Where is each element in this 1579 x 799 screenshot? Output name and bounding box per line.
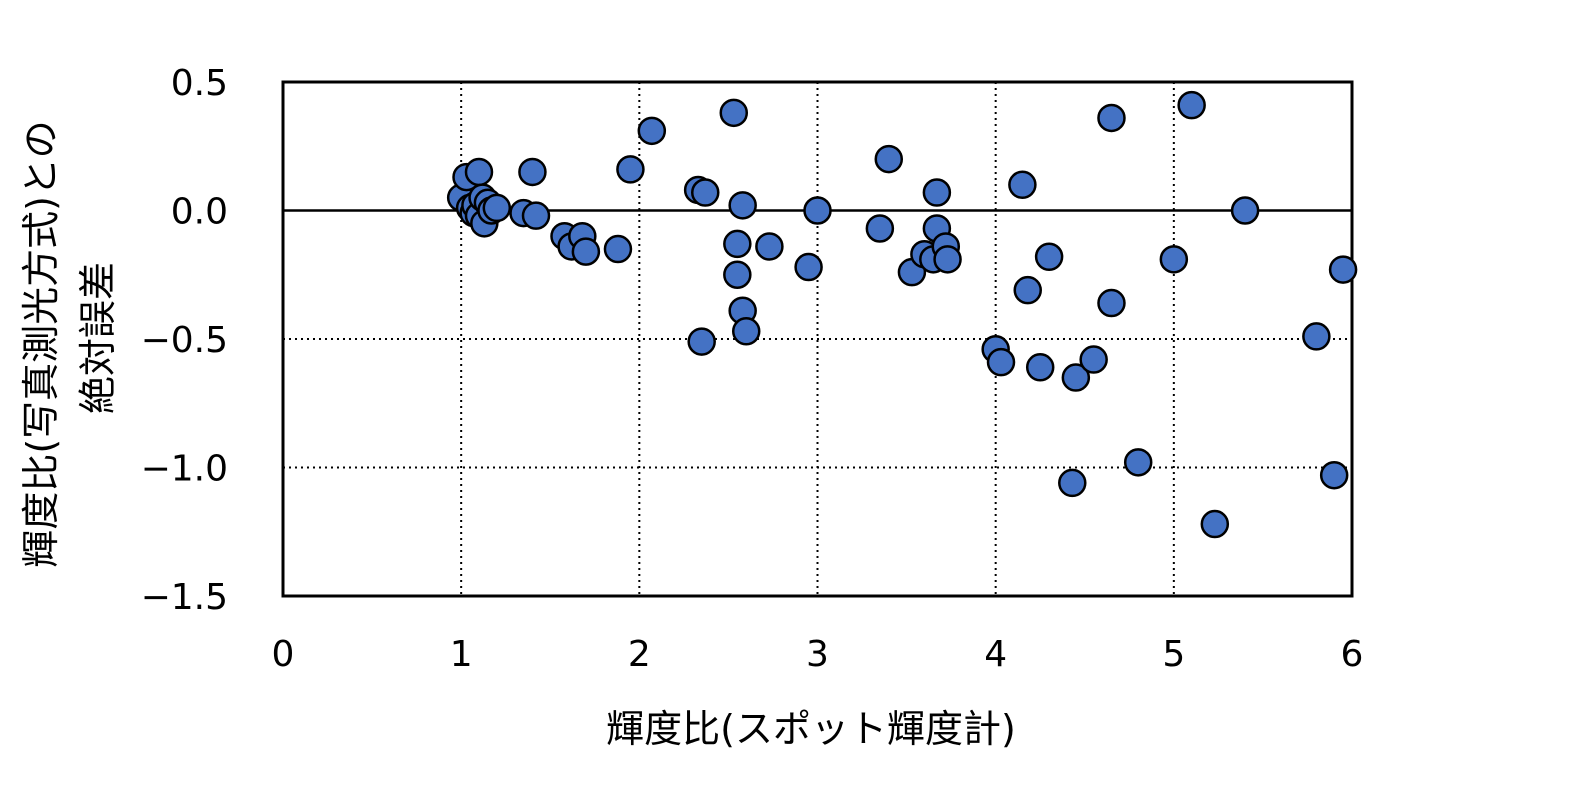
data-point — [1200, 509, 1230, 539]
data-point — [1079, 345, 1108, 374]
data-point — [1319, 460, 1349, 490]
data-point — [1302, 322, 1331, 351]
data-point — [1008, 170, 1037, 200]
x-tick-label: 4 — [984, 634, 1007, 675]
data-point — [1177, 90, 1206, 120]
data-point — [521, 201, 551, 230]
x-tick-label: 2 — [628, 634, 651, 675]
y-tick-label: 0.0 — [171, 192, 228, 233]
data-point — [571, 237, 601, 266]
tick-labels: 0 1 2 3 4 5 6 0.5 0.0 −0.5 −1.0 −1.5 — [141, 63, 1364, 675]
data-point — [723, 260, 752, 289]
x-axis-title: 輝度比(スポット輝度計) — [606, 707, 1016, 751]
data-point — [464, 157, 494, 187]
data-point — [687, 327, 716, 356]
data-point — [728, 191, 757, 220]
data-point — [1123, 448, 1153, 477]
data-point — [1159, 245, 1189, 274]
x-tick-label: 0 — [272, 634, 295, 675]
data-point — [1097, 103, 1126, 133]
data-point — [1328, 255, 1358, 284]
data-point — [691, 178, 720, 207]
data-point — [865, 214, 895, 243]
x-tick-label: 3 — [806, 634, 829, 675]
plot-area-frame — [281, 80, 1354, 598]
data-point — [794, 252, 823, 282]
y-tick-label: 0.5 — [171, 63, 228, 104]
x-tick-label: 5 — [1162, 634, 1185, 675]
data-point — [518, 157, 547, 187]
data-point — [482, 193, 512, 223]
data-point — [933, 245, 962, 274]
y-tick-label: −0.5 — [141, 320, 228, 361]
data-point — [616, 155, 645, 184]
data-point — [986, 347, 1016, 377]
y-axis-title-line-1: 輝度比(写真測光方式)との — [19, 120, 63, 567]
data-point — [1058, 468, 1087, 498]
grid-lines — [283, 82, 1352, 596]
data-point — [1097, 288, 1126, 318]
data-point — [1025, 353, 1055, 382]
data-point — [874, 144, 904, 174]
data-point — [719, 98, 749, 128]
x-tick-label: 6 — [1341, 634, 1364, 675]
data-point — [1230, 196, 1260, 225]
data-points — [446, 90, 1358, 539]
x-tick-label: 1 — [450, 634, 473, 675]
data-point — [755, 232, 784, 261]
y-tick-label: −1.0 — [141, 449, 228, 490]
y-axis-title: 輝度比(写真測光方式)との 絶対誤差 — [19, 108, 120, 567]
data-point — [1034, 242, 1064, 272]
data-point — [922, 178, 952, 207]
data-point — [731, 317, 761, 346]
data-point — [723, 229, 752, 259]
data-point — [603, 234, 633, 264]
y-axis-title-line-2: 絶対誤差 — [76, 262, 120, 414]
data-point — [803, 196, 832, 225]
data-point — [637, 116, 667, 146]
y-tick-label: −1.5 — [141, 577, 228, 618]
data-point — [1013, 275, 1042, 305]
data-point — [1061, 363, 1091, 392]
